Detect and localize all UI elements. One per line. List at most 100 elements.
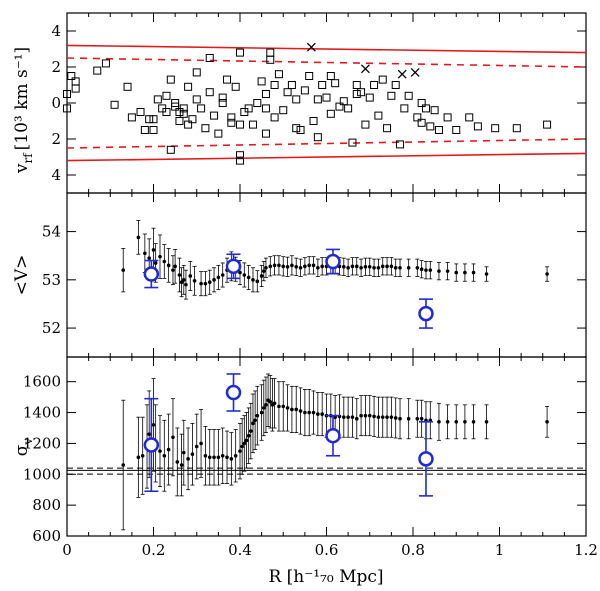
member-point <box>261 104 270 113</box>
dispersion-ylabel: σv <box>12 438 35 457</box>
member-point <box>266 48 275 57</box>
profile-point <box>143 251 147 256</box>
member-point <box>136 108 145 116</box>
profile-point <box>238 270 242 275</box>
member-point <box>101 59 110 68</box>
profile-point <box>173 264 177 269</box>
profile-point <box>294 407 299 412</box>
profile-point <box>249 429 253 433</box>
y-tick-label: 800 <box>32 496 61 514</box>
member-point <box>179 109 188 118</box>
member-point <box>184 82 193 91</box>
group-point <box>325 253 341 270</box>
profile-point <box>171 435 175 440</box>
profile-point <box>212 455 216 460</box>
profile-point <box>437 269 441 273</box>
member-point <box>218 93 227 102</box>
profile-point <box>277 404 281 409</box>
x-tick-label: 0.8 <box>401 541 425 559</box>
profile-point <box>320 412 324 416</box>
member-point <box>166 145 175 154</box>
group-point <box>325 427 341 444</box>
member-point <box>365 93 374 102</box>
member-point <box>231 82 240 91</box>
profile-point <box>136 235 141 240</box>
member-point <box>305 72 314 80</box>
member-point <box>274 70 283 79</box>
member-point <box>63 90 71 98</box>
profile-point <box>463 420 467 424</box>
x-tick-label: 0.2 <box>142 541 166 559</box>
interloper-point <box>410 67 420 77</box>
profile-point <box>171 268 175 272</box>
member-point <box>417 99 426 107</box>
y-tick-label: 4 <box>51 166 61 184</box>
profile-point <box>359 265 363 270</box>
member-point <box>300 86 309 95</box>
profile-point <box>181 450 186 455</box>
member-point <box>309 117 318 125</box>
profile-point <box>259 410 264 415</box>
profile-point <box>181 278 186 282</box>
profile-point <box>147 256 151 260</box>
profile-point <box>398 265 402 270</box>
member-point <box>452 126 461 134</box>
profile-point <box>393 416 398 420</box>
dispersion-panel: 0 0.2 0.4 0.6 0.8 1 1.2 600 800 1000 1200 1400 1600 <box>23 357 598 559</box>
profile-point <box>393 265 398 270</box>
profile-point <box>203 453 208 458</box>
member-point <box>236 151 244 160</box>
profile-point <box>261 269 266 273</box>
caustic-dashed-line <box>66 138 587 149</box>
velocity-panel: 4 2 0 2 4 <box>51 13 587 193</box>
x-tick-label: 0.6 <box>315 541 339 559</box>
profile-point <box>303 264 307 269</box>
profile-point <box>454 420 459 424</box>
member-point <box>387 91 396 100</box>
member-point <box>287 81 296 89</box>
caustic-dashed-line <box>66 57 587 68</box>
member-point <box>127 113 136 122</box>
member-point <box>205 88 214 97</box>
member-point <box>331 79 340 88</box>
profile-point <box>419 267 424 272</box>
profile-point <box>419 416 424 421</box>
profile-point <box>216 275 221 280</box>
member-point <box>214 129 223 138</box>
profile-point <box>246 433 251 438</box>
profile-point <box>415 416 420 421</box>
member-point <box>378 75 387 84</box>
profile-point <box>229 457 234 461</box>
profile-point <box>199 441 203 446</box>
member-point <box>292 95 301 104</box>
profile-point <box>166 263 171 268</box>
profile-point <box>285 406 290 410</box>
profile-point <box>484 420 489 424</box>
member-point <box>110 100 119 109</box>
member-point <box>430 106 439 115</box>
profile-point <box>179 463 184 467</box>
profile-point <box>354 416 359 421</box>
velocity-ylabel: vrf[10³ km s⁻¹] <box>12 47 35 174</box>
profile-point <box>158 254 162 259</box>
profile-point <box>242 273 247 277</box>
member-point <box>396 140 405 149</box>
member-point <box>257 77 266 86</box>
member-point <box>313 133 322 142</box>
profile-point <box>175 460 180 464</box>
member-point <box>383 124 392 133</box>
group-point <box>225 384 242 401</box>
profile-point <box>342 265 346 269</box>
member-point <box>270 113 279 122</box>
profile-point <box>363 413 368 418</box>
profile-point <box>268 264 273 269</box>
y-tick-label: 600 <box>32 527 61 545</box>
member-point <box>417 118 426 127</box>
profile-point <box>311 263 316 268</box>
profile-point <box>342 415 346 419</box>
profile-point <box>372 265 376 270</box>
member-point <box>318 81 327 89</box>
member-point <box>192 68 201 77</box>
profile-point <box>406 416 411 421</box>
member-point <box>227 113 236 122</box>
